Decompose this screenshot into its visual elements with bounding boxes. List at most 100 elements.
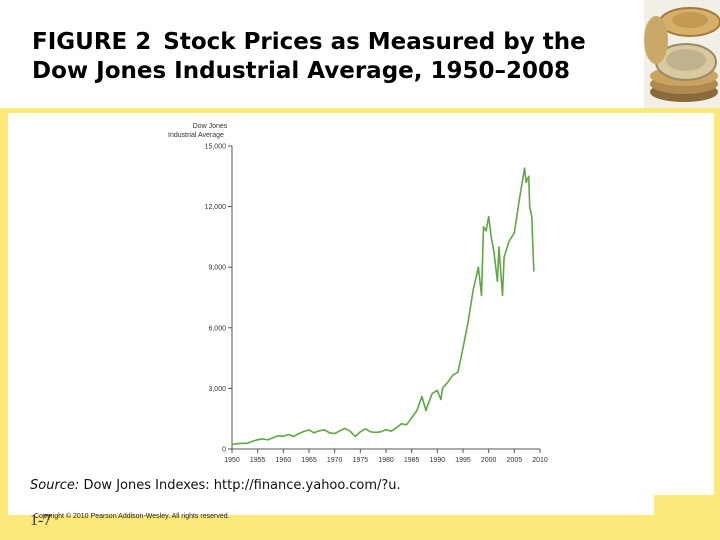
data-point (447, 381, 449, 383)
series-line-dow-jones (231, 167, 535, 446)
x-tick-label: 1970 (327, 457, 343, 464)
x-tick-label: 1995 (455, 457, 471, 464)
data-point (287, 433, 290, 436)
data-point (425, 410, 427, 412)
x-tick-label: 1975 (353, 457, 369, 464)
source-line: Source: Dow Jones Indexes: http://financ… (30, 478, 401, 493)
coins-image (644, 0, 720, 108)
x-tick-label: 1980 (378, 457, 394, 464)
source-text: Dow Jones Indexes: http://finance.yahoo.… (83, 478, 401, 493)
x-tick-label: 2005 (507, 457, 523, 464)
data-point (390, 430, 392, 432)
data-point (272, 437, 274, 439)
data-point (380, 431, 382, 433)
data-point (531, 216, 533, 218)
slide-number: 1-7 (30, 512, 52, 529)
data-point (349, 430, 351, 432)
data-point (416, 410, 418, 412)
data-point (277, 435, 279, 437)
data-point (431, 392, 433, 394)
data-point (525, 181, 527, 183)
data-point (457, 371, 459, 373)
x-tick-label: 2000 (481, 457, 497, 464)
data-point (533, 270, 535, 272)
data-point (493, 250, 495, 252)
data-point (421, 395, 423, 398)
figure-title: Stock Prices as Measured by the Dow Jone… (32, 29, 586, 84)
x-tick-label: 1950 (224, 457, 240, 464)
data-point (303, 430, 305, 432)
data-point (501, 294, 504, 297)
figure-number: FIGURE 2 (32, 29, 152, 55)
data-point (411, 417, 413, 419)
data-point (267, 439, 269, 441)
copyright-notice: Copyright © 2010 Pearson Addison-Wesley.… (34, 513, 230, 520)
data-point (359, 431, 361, 433)
y-axis-label-line-2: Industrial Average (168, 132, 224, 139)
data-point (513, 232, 515, 234)
x-tick-label: 1965 (301, 457, 317, 464)
data-point (282, 435, 284, 437)
y-tick-label: 0 (222, 447, 226, 454)
data-point (395, 427, 397, 429)
data-point (344, 427, 346, 429)
x-tick-label: 1985 (404, 457, 420, 464)
data-point (375, 431, 377, 433)
data-point (298, 433, 300, 435)
data-point (472, 288, 474, 290)
data-point (477, 266, 479, 268)
data-point (441, 387, 444, 389)
data-point (405, 424, 408, 426)
data-point (485, 230, 487, 232)
data-point (508, 240, 510, 242)
data-point (313, 432, 315, 434)
data-point (251, 440, 254, 442)
data-point (334, 433, 336, 435)
data-point (318, 430, 320, 432)
y-tick-label: 3,000 (208, 386, 226, 393)
data-point (436, 389, 438, 391)
data-point (524, 167, 526, 169)
data-point (518, 197, 521, 200)
data-point (480, 294, 483, 297)
data-point (257, 439, 259, 441)
data-point (241, 442, 243, 444)
data-point (246, 442, 248, 444)
y-tick-label: 9,000 (208, 265, 226, 272)
y-tick-label: 12,000 (205, 204, 227, 211)
data-point (308, 429, 310, 431)
y-tick-label: 6,000 (208, 325, 226, 332)
data-point (528, 175, 530, 177)
data-point (490, 236, 492, 238)
data-point (462, 347, 464, 349)
data-point (488, 216, 490, 218)
x-tick-label: 2010 (532, 457, 548, 464)
data-point (498, 246, 500, 248)
data-point (293, 435, 295, 438)
data-point (503, 256, 505, 258)
data-point (236, 443, 238, 445)
x-tick-label: 1960 (276, 457, 292, 464)
data-point (354, 435, 356, 438)
y-axis-label-line-1: Dow Jones (193, 123, 228, 130)
x-tick-label: 1990 (430, 457, 446, 464)
x-tick-label: 1955 (250, 457, 266, 464)
data-point (529, 206, 531, 208)
data-point (426, 406, 428, 408)
slide-title: FIGURE 2 Stock Prices as Measured by the … (32, 28, 632, 86)
data-point (467, 321, 469, 323)
data-point (231, 443, 233, 445)
data-point (328, 432, 331, 434)
data-point (323, 429, 325, 431)
data-point (385, 429, 387, 431)
data-point (339, 430, 341, 432)
data-point (400, 423, 402, 425)
data-point (370, 431, 372, 433)
data-point (364, 428, 367, 430)
y-tick-label: 15,000 (205, 144, 227, 151)
source-label: Source: (30, 478, 80, 493)
data-point (452, 374, 454, 376)
footer-strip (8, 495, 654, 515)
data-point (440, 398, 442, 401)
